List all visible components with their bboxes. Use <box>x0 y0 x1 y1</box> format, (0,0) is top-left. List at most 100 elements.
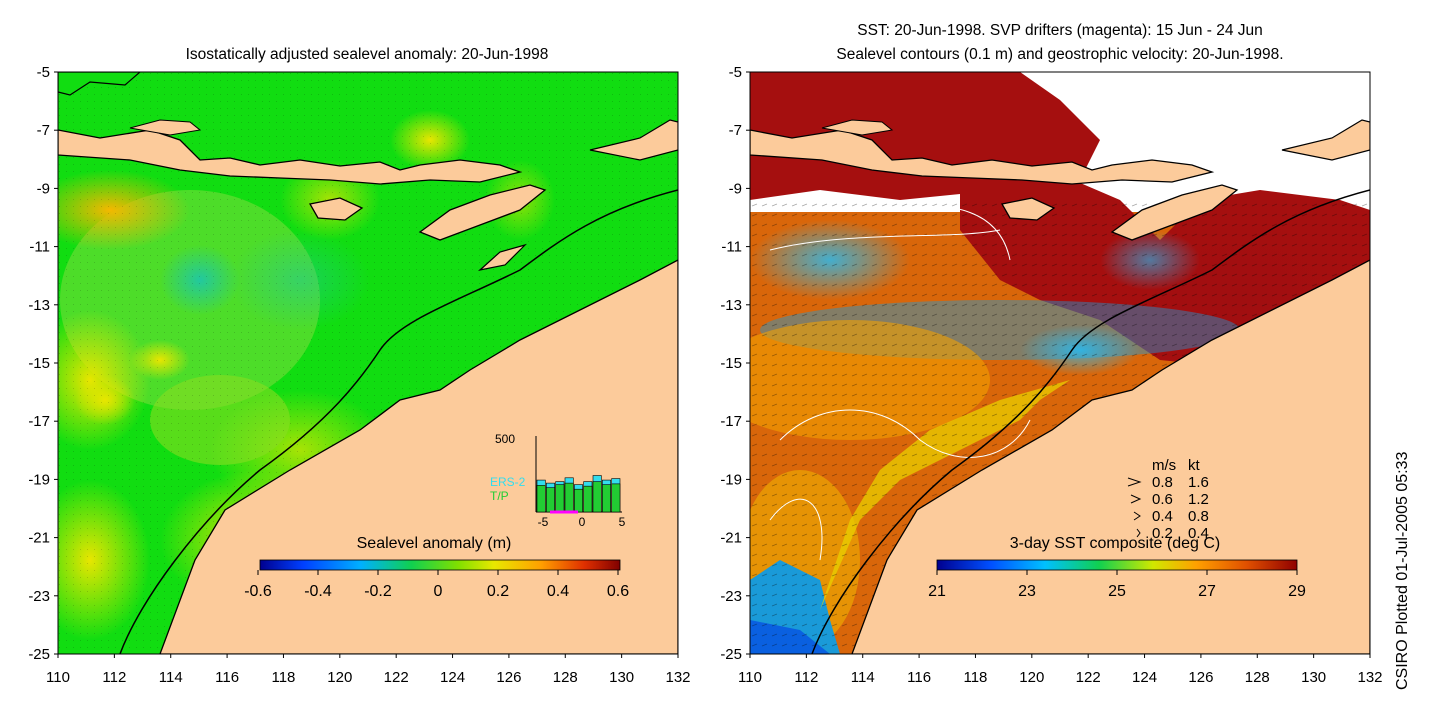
right-x-tick-label: 132 <box>1357 669 1382 686</box>
right-y-tick-label: -7 <box>729 122 742 139</box>
right-x-tick-label: 114 <box>851 669 875 686</box>
axis-labels: 110 112 114 116 118 120 122 124 126 128 130 132 -5 -7… <box>28 64 1382 686</box>
left-y-tick-label: -9 <box>37 180 50 197</box>
legend-ms-value: 0.2 <box>1152 525 1173 542</box>
inset-bar-tp <box>555 484 565 513</box>
right-x-tick-label: 130 <box>1301 669 1326 686</box>
right-y-tick-label: -15 <box>720 355 742 372</box>
left-x-tick-label: 124 <box>440 669 465 686</box>
velocity-arrow-icon <box>1127 477 1142 487</box>
velocity-legend: m/s kt 0.8 1.60.6 1.20.4 0.80.2 0.4 <box>1127 457 1209 542</box>
right-x-tick-label: 128 <box>1245 669 1270 686</box>
left-y-tick-label: -21 <box>28 530 50 547</box>
right-y-tick-label: -17 <box>720 413 742 430</box>
right-x-tick-label: 126 <box>1188 669 1213 686</box>
left-x-tick-label: 110 <box>46 669 70 686</box>
inset-bar-tp <box>546 487 555 513</box>
colorbar-tick-label: -0.4 <box>304 583 332 600</box>
right-y-tick-label: -5 <box>729 64 742 81</box>
left-x-tick-label: 120 <box>327 669 352 686</box>
legend-kt-value: 0.8 <box>1188 508 1209 525</box>
inset-series-ers2: ERS-2 <box>490 475 526 489</box>
right-x-tick-label: 110 <box>738 669 762 686</box>
left-x-tick-label: 114 <box>159 669 183 686</box>
left-x-tick-label: 130 <box>609 669 634 686</box>
left-x-tick-label: 128 <box>553 669 578 686</box>
colorbar-tick-label: 27 <box>1198 583 1216 600</box>
sla-colorbar: Sealevel anomaly (m) -0.6 -0.4 -0.2 0 0.2 0.4… <box>244 535 629 600</box>
inset-bar-tp <box>592 481 602 513</box>
sla-map <box>58 72 678 654</box>
left-x-tick-label: 112 <box>102 669 126 686</box>
inset-x-tick-label: -5 <box>538 515 549 529</box>
left-y-tick-label: -7 <box>37 122 50 139</box>
colorbar-tick-label: 0.4 <box>547 583 569 600</box>
colorbar-tick-label: -0.2 <box>364 583 392 600</box>
right-y-tick-label: -21 <box>720 530 742 547</box>
left-title: Isostatically adjusted sealevel anomaly:… <box>186 46 549 63</box>
left-y-tick-label: -17 <box>28 413 50 430</box>
velocity-arrow-icon <box>1133 511 1141 521</box>
legend-header-kt: kt <box>1188 457 1201 474</box>
left-x-tick-label: 122 <box>384 669 409 686</box>
sst-colorbar: 3-day SST composite (deg C) 21 23 25 27 29 <box>928 535 1306 600</box>
left-x-tick-label: 118 <box>271 669 295 686</box>
altimeter-inset: 500 ERS-2 T/P -5 0 5 <box>490 432 626 529</box>
legend-kt-value: 1.6 <box>1188 474 1209 491</box>
inset-bar-tp <box>564 482 574 513</box>
right-x-tick-label: 112 <box>794 669 818 686</box>
left-y-tick-label: -11 <box>29 239 50 256</box>
credit-text: CSIRO Plotted 01-Jul-2005 05:33 <box>1394 451 1411 690</box>
colorbar-tick-label: 0 <box>434 583 443 600</box>
left-y-tick-label: -15 <box>28 355 50 372</box>
legend-kt-value: 0.4 <box>1188 525 1209 542</box>
colorbar-tick-label: 25 <box>1108 583 1126 600</box>
left-x-tick-label: 126 <box>496 669 521 686</box>
inset-bar-tp <box>574 488 583 513</box>
inset-bar-tp <box>583 485 593 513</box>
colorbar-tick-label: 21 <box>928 583 946 600</box>
velocity-arrow-icon <box>1130 494 1142 504</box>
colorbar-tick-label: 0.2 <box>487 583 509 600</box>
legend-header-ms: m/s <box>1152 457 1176 474</box>
right-y-tick-label: -11 <box>721 239 742 256</box>
colorbar-tick-label: 23 <box>1018 583 1036 600</box>
left-y-tick-label: -5 <box>37 64 50 81</box>
right-x-tick-label: 116 <box>907 669 931 686</box>
inset-x-tick-label: 5 <box>619 515 626 529</box>
colorbar-tick-label: 29 <box>1288 583 1306 600</box>
legend-ms-value: 0.4 <box>1152 508 1173 525</box>
right-y-tick-label: -23 <box>720 588 742 605</box>
inset-bar-tp <box>611 483 621 513</box>
inset-y-label: 500 <box>495 432 515 446</box>
left-y-tick-label: -23 <box>28 588 50 605</box>
sla-colorbar-label: Sealevel anomaly (m) <box>357 535 512 552</box>
legend-kt-value: 1.2 <box>1188 491 1209 508</box>
inset-series-tp: T/P <box>490 489 509 503</box>
right-title-line1: SST: 20-Jun-1998. SVP drifters (magenta)… <box>857 22 1263 39</box>
inset-bar-tp <box>602 484 611 513</box>
legend-ms-value: 0.6 <box>1152 491 1173 508</box>
sst-map <box>750 72 1370 654</box>
inset-bar-tp <box>536 485 546 513</box>
right-y-tick-label: -9 <box>729 180 742 197</box>
velocity-arrow-icon <box>1136 528 1141 538</box>
right-y-tick-label: -19 <box>720 471 742 488</box>
inset-x-tick-label: 0 <box>579 515 586 529</box>
sst-colorbar-label: 3-day SST composite (deg C) <box>1010 535 1220 552</box>
colorbar-tick-label: 0.6 <box>607 583 629 600</box>
left-y-tick-label: -13 <box>28 297 50 314</box>
right-x-tick-label: 122 <box>1076 669 1101 686</box>
left-x-tick-label: 132 <box>665 669 690 686</box>
legend-ms-value: 0.8 <box>1152 474 1173 491</box>
right-x-tick-label: 124 <box>1132 669 1157 686</box>
left-y-tick-label: -19 <box>28 471 50 488</box>
right-title-line2: Sealevel contours (0.1 m) and geostrophi… <box>836 46 1283 63</box>
right-y-tick-label: -25 <box>720 646 742 663</box>
right-x-tick-label: 120 <box>1019 669 1044 686</box>
right-y-tick-label: -13 <box>720 297 742 314</box>
left-y-tick-label: -25 <box>28 646 50 663</box>
colorbar-tick-label: -0.6 <box>244 583 272 600</box>
left-x-tick-label: 116 <box>215 669 239 686</box>
